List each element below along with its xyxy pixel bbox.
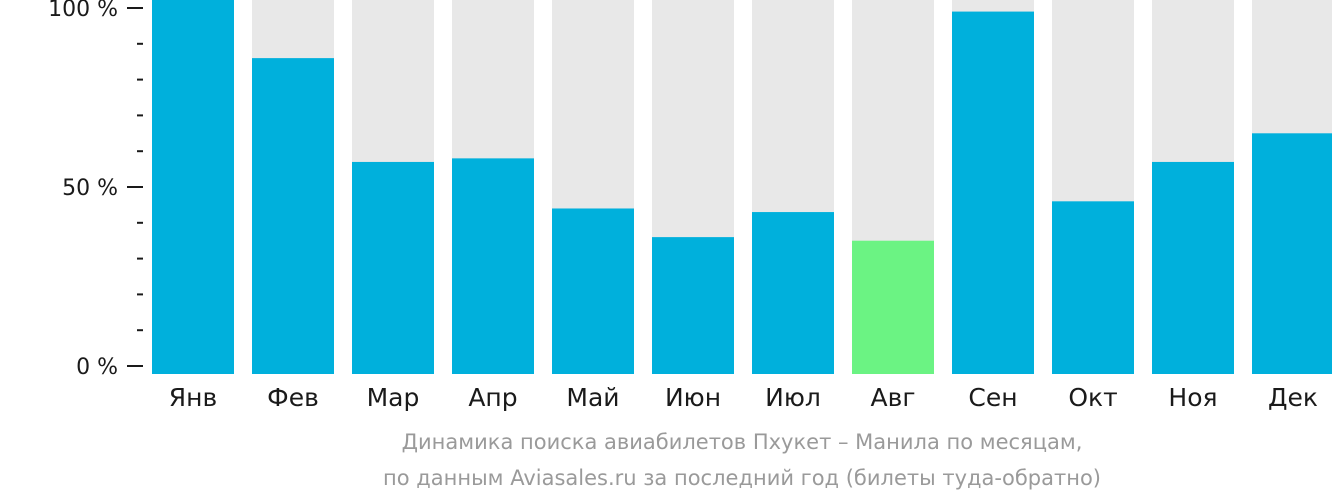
x-tick-label: Июл [765,383,821,412]
x-tick-label: Окт [1068,383,1117,412]
x-tick-label: Апр [468,383,517,412]
x-tick-label: Авг [871,383,916,412]
bar-9 [952,11,1034,375]
y-axis: 0 % 50 % 100 % [48,0,143,380]
bar-5 [552,208,634,374]
chart-caption-line-1: Динамика поиска авиабилетов Пхукет – Ман… [401,430,1083,454]
bar-11 [1152,161,1234,374]
bar-8 [852,240,934,374]
x-tick-label: Ноя [1168,383,1217,412]
x-tick-label: Сен [968,383,1017,412]
x-axis-labels: Янв Фев Мар Апр Май Июн Июл Авг Сен Окт Ноя Дек [169,383,1318,412]
bar-layer [152,0,1332,375]
bar-6 [652,237,734,374]
y-tick-label: 100 % [48,0,118,22]
bar-10 [1052,201,1134,374]
x-tick-label: Июн [665,383,721,412]
y-tick-label: 0 % [76,355,118,380]
chart-caption-line-2: по данным Aviasales.ru за последний год … [383,466,1101,490]
bar-3 [352,161,434,374]
x-tick-label: Фев [267,383,319,412]
bar-1 [152,0,234,374]
bar-2 [252,58,334,375]
x-tick-label: Дек [1268,383,1318,412]
y-tick-label: 50 % [62,176,118,201]
x-tick-label: Янв [169,383,217,412]
bar-7 [752,212,834,374]
x-tick-label: Май [566,383,619,412]
bar-4 [452,158,534,374]
x-tick-label: Мар [367,383,420,412]
bar-12 [1252,133,1332,374]
